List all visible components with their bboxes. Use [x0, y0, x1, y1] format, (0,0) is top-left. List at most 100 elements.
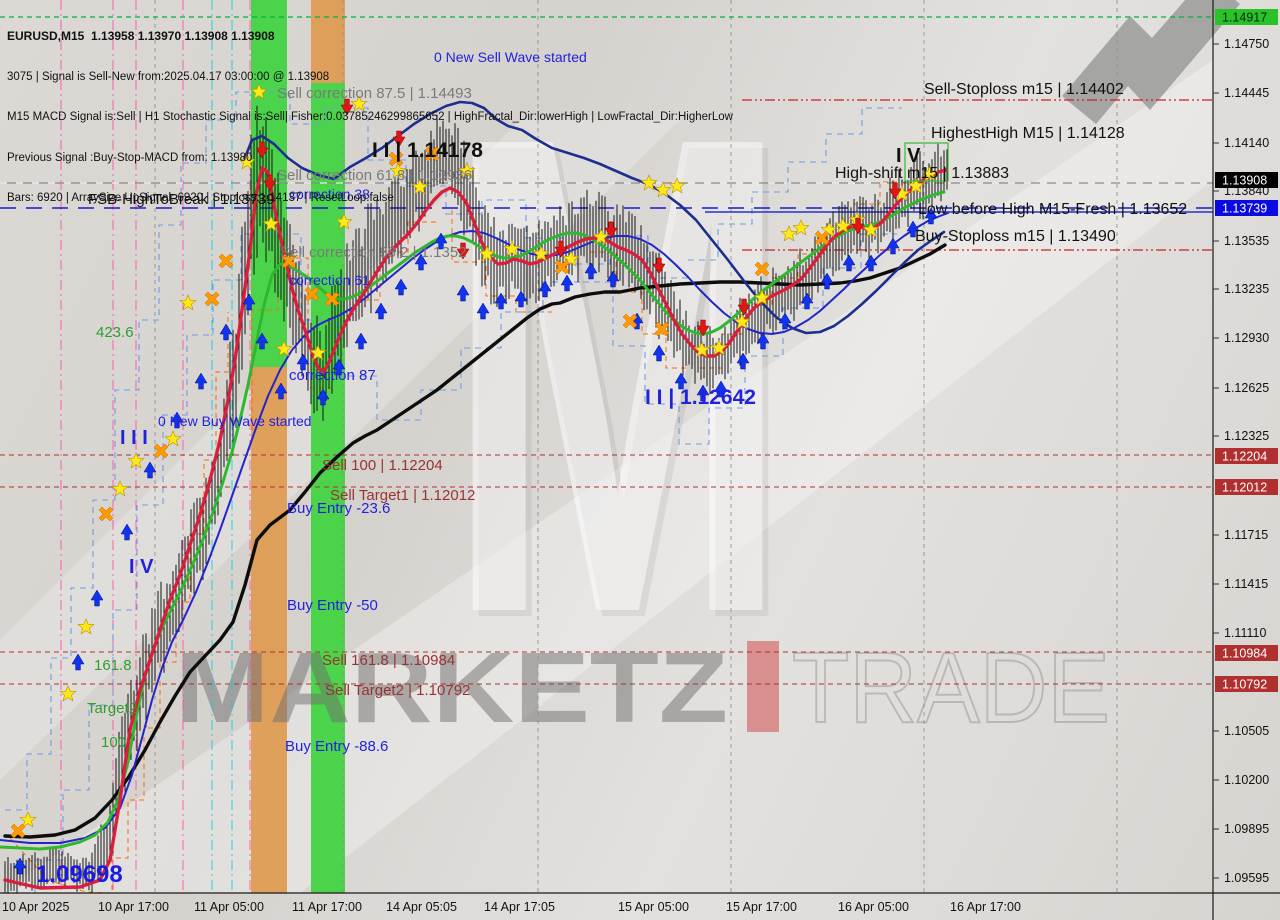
buy-arrow-icon: [886, 237, 900, 255]
buy-arrow-icon: [494, 292, 508, 310]
annotation-text: I I | 1.12642: [645, 386, 756, 409]
watermark-text-left: MARKETZ: [175, 632, 728, 744]
exit-cross-icon: [204, 291, 220, 307]
buy-arrow-icon: [778, 312, 792, 330]
annotation-text: High-shift m15 | 1.13883: [835, 165, 1009, 182]
price-axis[interactable]: 1.147501.144451.141401.138401.135351.132…: [1212, 0, 1278, 920]
star-signal-icon: [592, 228, 610, 245]
price-badge-label: 1.12012: [1222, 481, 1267, 495]
indicator-step-path: [583, 233, 897, 445]
buy-arrow-icon: [394, 278, 408, 296]
buy-arrow-icon: [756, 332, 770, 350]
price-badge: [1215, 676, 1278, 692]
price-tick-label: 1.09895: [1224, 822, 1269, 836]
buy-arrow-icon: [316, 388, 330, 406]
time-tick-label: 10 Apr 17:00: [98, 900, 169, 914]
signal-status-line: 3075 | Signal is Sell-New from:2025.04.1…: [7, 70, 330, 83]
previous-signal-line: Previous Signal :Buy-Stop-MACD from: 1.1…: [7, 151, 253, 164]
indicator-step-path: [5, 91, 258, 811]
indicator-step-path: [688, 107, 902, 261]
sell-arrow-icon: [456, 242, 470, 260]
annotation-text: HighestHigh M15 | 1.14128: [931, 125, 1125, 142]
star-signal-icon: [733, 313, 751, 330]
price-tick-label: 1.12325: [1224, 429, 1269, 443]
buy-arrow-icon: [560, 274, 574, 292]
time-tick-label: 10 Apr 2025: [2, 900, 69, 914]
ma-navy-arc: [242, 100, 946, 335]
star-signal-icon: [792, 219, 810, 236]
exit-cross-icon: [754, 261, 770, 277]
buy-arrow-icon: [374, 302, 388, 320]
signal-markers: [10, 83, 939, 875]
ohlc-values: 1.13958 1.13970 1.13908 1.13908: [91, 29, 275, 43]
buy-arrow-icon: [800, 292, 814, 310]
indicator-step-path: [271, 233, 583, 421]
star-signal-icon: [179, 294, 197, 311]
price-badge: [1215, 645, 1278, 661]
sell-arrow-icon: [604, 221, 618, 239]
annotation-text: 161.8: [94, 657, 132, 674]
star-signal-icon: [654, 181, 672, 198]
price-badge-label: 1.10792: [1222, 678, 1267, 692]
exit-cross-icon: [622, 313, 638, 329]
buy-arrow-icon: [194, 372, 208, 390]
buy-arrow-icon: [71, 653, 85, 671]
price-badge: [1215, 200, 1278, 216]
buy-arrow-icon: [90, 589, 104, 607]
sell-arrow-icon: [696, 319, 710, 337]
star-signal-icon: [640, 174, 658, 191]
buy-arrow-icon: [296, 353, 310, 371]
symbol-period-label: EURUSD,M15: [7, 29, 85, 43]
price-badge-label: 1.14917: [1222, 11, 1267, 25]
sell-arrow-icon: [851, 217, 865, 235]
buy-arrow-icon: [242, 293, 256, 311]
star-signal-icon: [780, 225, 798, 242]
buy-arrow-icon: [456, 284, 470, 302]
watermark-text-right: TRADE: [792, 632, 1110, 744]
annotation-text: I I | 1.14178: [372, 139, 483, 162]
sell-arrow-icon: [554, 240, 568, 258]
annotation-text: Sell Target2 | 1.10792: [325, 682, 470, 699]
price-tick-label: 1.11715: [1224, 528, 1268, 542]
price-badge-label: 1.12204: [1222, 450, 1267, 464]
ma-black-slow: [3, 243, 947, 839]
buy-arrow-icon: [274, 382, 288, 400]
ma-red-fast: [3, 166, 948, 890]
exit-cross-icon: [218, 253, 234, 269]
annotation-text: Sell correction 88.2 | 1.1352: [280, 244, 467, 261]
buy-arrow-icon: [354, 332, 368, 350]
latest-bars-highlight-box: [904, 142, 949, 182]
fib-zone-band: [251, 367, 287, 893]
star-signal-icon: [921, 165, 939, 182]
exit-cross-icon: [304, 286, 320, 302]
buy-arrow-icon: [170, 411, 184, 429]
exit-cross-icon: [324, 291, 340, 307]
star-signal-icon: [250, 83, 268, 100]
sell-arrow-icon: [737, 298, 751, 316]
time-tick-label: 15 Apr 05:00: [618, 900, 689, 914]
star-signal-icon: [753, 289, 771, 306]
time-tick-label: 11 Apr 05:00: [194, 900, 264, 914]
annotation-text: Buy-Stoploss m15 | 1.13490: [915, 228, 1116, 245]
buy-arrow-icon: [606, 270, 620, 288]
price-tick-label: 1.11110: [1224, 626, 1266, 640]
annotation-text: I V: [129, 556, 154, 578]
time-axis[interactable]: 10 Apr 2025 10 Apr 17:00 11 Apr 05:00 11 Ap…: [0, 892, 1280, 914]
buy-arrow-icon: [514, 290, 528, 308]
chart-info-overlay: EURUSD,M15 1.13958 1.13970 1.13908 1.139…: [7, 3, 733, 233]
fib-zone-band: [311, 0, 345, 83]
buy-arrow-icon: [414, 253, 428, 271]
exit-cross-icon: [814, 230, 830, 246]
sell-arrow-icon: [392, 130, 406, 148]
buy-arrow-icon: [736, 352, 750, 370]
exit-cross-icon: [10, 823, 26, 839]
annotation-text: Sell correction 87.5 | 1.14493: [277, 85, 472, 102]
exit-cross-icon: [424, 146, 440, 162]
price-badge: [1215, 479, 1278, 495]
buy-arrow-icon: [696, 384, 710, 402]
buy-arrow-icon: [714, 380, 728, 398]
star-signal-icon: [19, 811, 37, 828]
